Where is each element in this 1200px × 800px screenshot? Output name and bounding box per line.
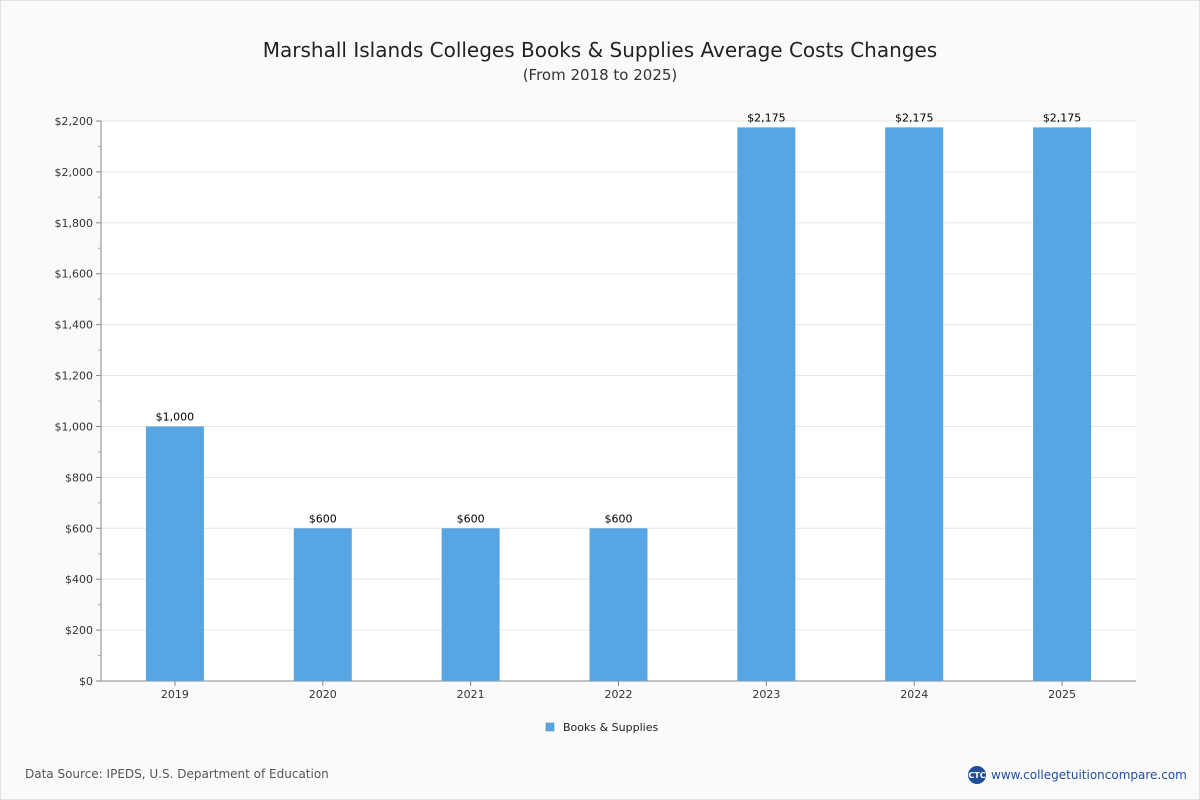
data-label-2022: $600 — [605, 512, 633, 525]
y-tick-label: $1,000 — [55, 420, 94, 433]
chart-subtitle: (From 2018 to 2025) — [523, 66, 678, 84]
bar-2023[interactable] — [737, 127, 796, 681]
y-tick-label: $600 — [65, 522, 93, 535]
site-logo[interactable]: CTC www.collegetuitioncompare.com — [968, 766, 1187, 784]
bar-2025[interactable] — [1033, 127, 1092, 681]
y-tick-label: $2,200 — [55, 115, 94, 128]
x-tick-label: 2021 — [457, 688, 485, 701]
x-tick-label: 2020 — [309, 688, 337, 701]
y-tick-label: $1,800 — [55, 217, 94, 230]
y-axis-ticks: $0 $200 $400 $600 $800 $1,000 $1,200 $1,400 $1,6… — [55, 115, 101, 688]
y-tick-label: $400 — [65, 573, 93, 586]
site-url[interactable]: www.collegetuitioncompare.com — [991, 768, 1187, 782]
x-tick-label: 2025 — [1048, 688, 1076, 701]
x-axis-ticks: 2019 2020 2021 2022 2023 2024 2025 — [161, 681, 1076, 701]
data-label-2019: $1,000 — [156, 410, 195, 423]
data-labels: $1,000 $600 $600 $600 $2,175 $2,175 $2,175 — [156, 111, 1082, 525]
x-tick-label: 2022 — [605, 688, 633, 701]
data-label-2024: $2,175 — [895, 111, 934, 124]
logo-text: CTC — [968, 771, 985, 780]
legend[interactable]: Books & Supplies — [545, 721, 658, 734]
data-label-2023: $2,175 — [747, 111, 786, 124]
legend-swatch — [545, 722, 555, 732]
x-tick-label: 2024 — [900, 688, 928, 701]
data-label-2020: $600 — [309, 512, 337, 525]
bars — [145, 127, 1092, 681]
y-tick-label: $1,200 — [55, 370, 94, 383]
y-tick-label: $0 — [79, 675, 93, 688]
data-label-2025: $2,175 — [1043, 111, 1082, 124]
y-tick-label: $200 — [65, 624, 93, 637]
bar-2022[interactable] — [589, 528, 648, 681]
legend-label: Books & Supplies — [563, 721, 658, 734]
y-tick-label: $1,600 — [55, 268, 94, 281]
data-label-2021: $600 — [457, 512, 485, 525]
bar-2021[interactable] — [441, 528, 500, 681]
chart-title: Marshall Islands Colleges Books & Suppli… — [263, 38, 937, 62]
ctc-logo-icon — [968, 766, 986, 784]
x-tick-label: 2023 — [752, 688, 780, 701]
bar-2019[interactable] — [145, 426, 204, 681]
data-source: Data Source: IPEDS, U.S. Department of E… — [25, 767, 329, 781]
y-tick-label: $1,400 — [55, 319, 94, 332]
x-tick-label: 2019 — [161, 688, 189, 701]
bar-2024[interactable] — [885, 127, 944, 681]
y-tick-label: $800 — [65, 471, 93, 484]
y-tick-label: $2,000 — [55, 166, 94, 179]
bar-2020[interactable] — [293, 528, 352, 681]
